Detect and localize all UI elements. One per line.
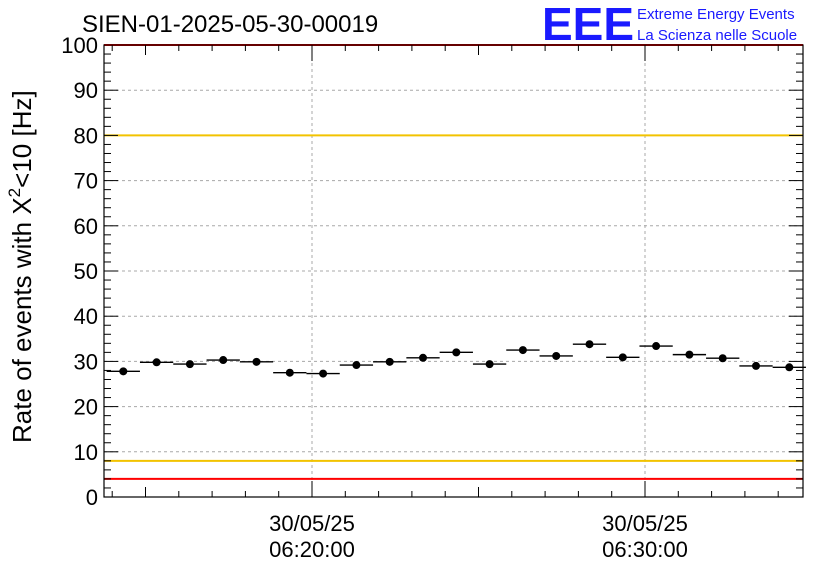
data-point [685, 350, 694, 359]
y-tick-label: 100 [61, 33, 98, 58]
data-point [718, 354, 727, 363]
y-axis-label-tail: <10 [Hz] [7, 90, 37, 188]
x-tick-label-date: 30/05/25 [269, 511, 355, 536]
y-axis-label-main: Rate of events with X [7, 197, 37, 443]
chart-title: SIEN-01-2025-05-30-00019 [82, 11, 378, 38]
eee-logo: EEE Extreme Energy Events La Scienza nel… [542, 0, 797, 50]
data-point [352, 361, 361, 370]
data-point [452, 348, 461, 357]
x-tick-label-date: 30/05/25 [602, 511, 688, 536]
data-point [618, 353, 627, 362]
data-point [585, 340, 594, 349]
y-tick-label: 60 [74, 214, 98, 239]
y-tick-label: 90 [74, 78, 98, 103]
data-point [185, 360, 194, 369]
logo-line-1: Extreme Energy Events [637, 6, 795, 23]
data-point [319, 369, 328, 378]
data-points [106, 340, 806, 378]
data-point [385, 357, 394, 366]
data-point [252, 357, 261, 366]
reference-lines [104, 44, 803, 480]
y-tick-label: 50 [74, 259, 98, 284]
y-tick-label: 80 [74, 123, 98, 148]
y-axis-label-superscript: 2 [5, 188, 24, 197]
y-tick-label: 0 [86, 485, 98, 510]
x-tick-label-time: 06:20:00 [269, 537, 355, 562]
data-point [785, 363, 794, 372]
data-point [552, 351, 561, 360]
x-tick-label-time: 06:30:00 [602, 537, 688, 562]
data-point [152, 358, 161, 367]
logo-mark: EEE [542, 0, 634, 50]
y-tick-label: 40 [74, 304, 98, 329]
data-point [518, 346, 527, 355]
data-point [219, 356, 228, 365]
grid-lines [104, 45, 803, 497]
y-tick-label: 70 [74, 169, 98, 194]
data-point [419, 353, 427, 362]
data-point [119, 367, 128, 376]
y-tick-label: 10 [74, 440, 98, 465]
y-tick-label: 20 [74, 395, 98, 420]
data-point [752, 361, 760, 370]
data-point [652, 342, 661, 351]
logo-line-2: La Scienza nelle Scuole [637, 27, 797, 44]
data-point [285, 368, 294, 377]
y-axis-ticks: 0 10 20 30 40 50 60 70 80 90 100 [61, 33, 803, 510]
y-tick-label: 30 [74, 349, 98, 374]
data-point [485, 360, 494, 369]
y-axis-label: Rate of events with X2<10 [Hz] [5, 90, 37, 443]
